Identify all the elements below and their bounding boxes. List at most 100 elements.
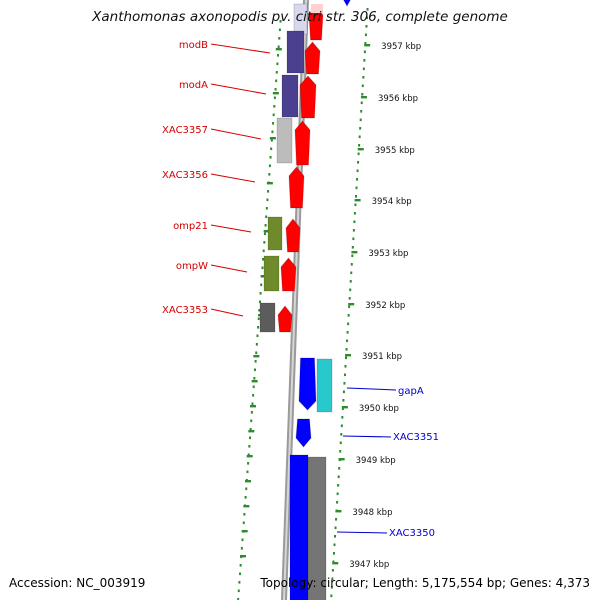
gene-leader-line	[210, 43, 271, 54]
left-track-dot	[239, 572, 242, 576]
left-track-dot	[253, 368, 256, 372]
ruler-dot	[343, 373, 346, 377]
map-title: Xanthomonas axonopodis pv. citri str. 30…	[92, 9, 508, 25]
ruler-dot	[361, 93, 364, 96]
left-track-dot	[273, 96, 276, 100]
left-track-dot	[278, 28, 281, 32]
plus-gene-arrow	[280, 257, 297, 292]
ruler-dot	[351, 246, 354, 249]
cog-block	[281, 74, 299, 118]
ruler-dot	[339, 441, 342, 445]
ruler-dot	[345, 348, 348, 351]
cog-block	[316, 358, 333, 413]
left-track-dot	[261, 266, 264, 270]
ruler-label: 3955 kbp	[375, 146, 415, 156]
ruler-dot	[358, 135, 361, 139]
ruler-dot	[364, 42, 367, 45]
ruler-label: 3950 kbp	[359, 404, 399, 414]
ruler-dot	[332, 552, 335, 555]
left-track-dot	[246, 470, 249, 474]
gene-leader-line	[342, 435, 392, 438]
ruler-dot	[363, 50, 366, 54]
ruler-dot	[357, 152, 360, 156]
left-track-dot	[257, 317, 260, 321]
ruler-major-tick	[351, 251, 358, 254]
ruler-dot	[330, 594, 333, 598]
ruler-dot	[332, 560, 335, 564]
left-track-dot	[258, 309, 261, 312]
cog-block	[263, 255, 280, 292]
ruler-major-tick	[335, 510, 342, 513]
minus-gene-arrow	[295, 418, 312, 448]
left-track-dot	[277, 54, 280, 57]
left-track-dot	[245, 487, 248, 491]
left-track-dot	[240, 547, 243, 550]
ruler-dot	[338, 467, 341, 470]
left-track-dot	[265, 207, 268, 210]
ruler-dot	[342, 399, 345, 402]
left-track-dot	[241, 538, 244, 542]
gene-label: gapA	[398, 386, 424, 397]
ruler-dot	[340, 424, 343, 428]
ruler-dot	[330, 586, 333, 589]
cog-block	[286, 30, 305, 74]
gene-label: modA	[179, 80, 208, 91]
ruler-dot	[359, 118, 362, 122]
left-track-dot	[278, 37, 281, 40]
gene-label: XAC3351	[393, 432, 439, 443]
left-track-dot	[266, 198, 269, 202]
label-layer: modB modA XAC3357 XAC3356 omp21 ompW XAC3353 ga…	[162, 40, 439, 539]
ruler-label: 3948 kbp	[352, 508, 392, 518]
ruler-label: 3951 kbp	[362, 352, 402, 362]
left-track-dot	[252, 394, 255, 397]
left-track-dot	[272, 122, 275, 125]
ruler-major-tick	[357, 148, 364, 151]
left-track-dot	[271, 130, 274, 134]
left-track-dot	[237, 598, 240, 600]
left-dotted-track	[237, 20, 282, 600]
left-track-dot	[253, 377, 256, 380]
ruler-dot	[350, 271, 353, 275]
left-track-dot	[243, 513, 246, 516]
left-track-dash	[253, 355, 260, 358]
ruler-dot	[344, 365, 347, 368]
plus-gene-arrow	[288, 166, 305, 209]
ruler-dot	[366, 8, 369, 11]
left-track-dash	[266, 182, 273, 185]
ruler-dot	[331, 577, 334, 581]
ruler-dot	[348, 297, 351, 300]
ruler-dot	[365, 25, 368, 28]
left-track-dot	[262, 258, 265, 261]
ruler-dot	[360, 101, 363, 105]
left-track-dash	[275, 48, 282, 51]
ruler-dot	[336, 492, 339, 496]
left-track-dot	[275, 71, 278, 74]
ruler-dot	[350, 263, 353, 266]
left-track-dot	[248, 445, 251, 448]
cog-block	[259, 302, 276, 333]
left-track-dot	[255, 351, 258, 355]
gene-leader-line	[336, 531, 388, 534]
left-track-dash	[272, 92, 279, 95]
ruler-major-tick	[332, 562, 339, 565]
ruler-dot	[337, 484, 340, 487]
ruler-dot	[335, 518, 338, 521]
ruler-dot	[348, 305, 351, 309]
left-track-dash	[263, 230, 270, 233]
left-track-dot	[249, 428, 252, 431]
gene-label: XAC3350	[389, 528, 435, 539]
gene-leader-line	[210, 83, 267, 95]
gene-label: XAC3357	[162, 125, 208, 136]
ruler-label: 3954 kbp	[372, 197, 412, 207]
left-track-dot	[247, 453, 250, 457]
ruler-dot	[334, 526, 337, 530]
gene-label: XAC3353	[162, 305, 208, 316]
gene-leader-line	[210, 128, 262, 140]
left-track-dot	[268, 173, 271, 176]
plus-gene-arrow	[294, 120, 311, 166]
left-track-dash	[269, 137, 276, 140]
gene-label: modB	[179, 40, 208, 51]
ruler-label: 3947 kbp	[349, 560, 389, 570]
gene-leader-line	[210, 264, 248, 273]
